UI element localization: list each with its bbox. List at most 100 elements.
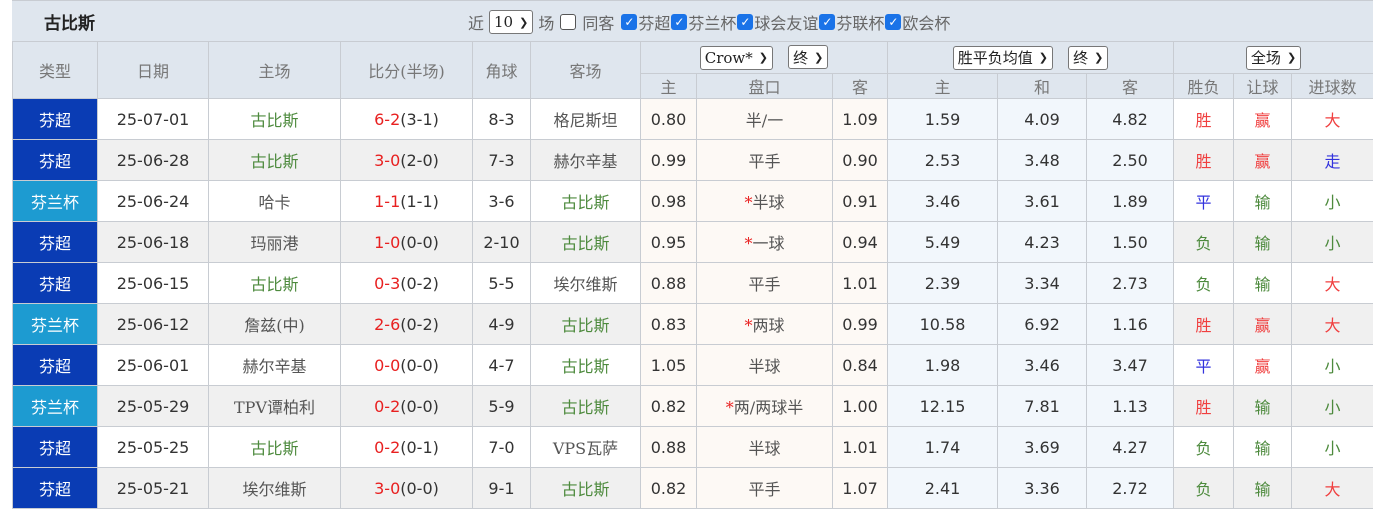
half-time-score: (0-0) bbox=[400, 396, 439, 416]
result-scope-value: 全场 bbox=[1250, 49, 1281, 67]
competition-checkbox[interactable]: ✓ bbox=[819, 14, 836, 30]
competition-type[interactable]: 芬超 bbox=[12, 467, 98, 509]
home-team[interactable]: 赫尔辛基 bbox=[208, 344, 341, 386]
match-date: 25-06-12 bbox=[97, 303, 209, 345]
full-time-score: 3-0 bbox=[374, 478, 401, 498]
score: 0-2(0-0) bbox=[340, 385, 473, 427]
away-team[interactable]: 古比斯 bbox=[530, 467, 641, 509]
crown-home-odds: 0.83 bbox=[640, 303, 697, 345]
home-team[interactable]: 古比斯 bbox=[208, 426, 341, 468]
full-time-score: 6-2 bbox=[374, 109, 401, 129]
competition-type[interactable]: 芬超 bbox=[12, 262, 98, 304]
competition-type[interactable]: 芬超 bbox=[12, 98, 98, 140]
table-row: 芬超 25-05-21 埃尔维斯 3-0(0-0) 9-1 古比斯 0.82 平手 1.07 2.… bbox=[12, 467, 1373, 509]
crown-period-select[interactable]: 终 ❯ bbox=[788, 45, 829, 70]
competition-type[interactable]: 芬兰杯 bbox=[12, 385, 98, 427]
euro-company-select[interactable]: 胜平负均值 ❯ bbox=[952, 45, 1053, 70]
home-team[interactable]: 埃尔维斯 bbox=[208, 467, 341, 509]
handicap-text: 两/两球半 bbox=[733, 398, 804, 417]
away-team[interactable]: 赫尔辛基 bbox=[530, 139, 641, 181]
handicap-text: 半球 bbox=[752, 193, 785, 212]
home-team[interactable]: 詹兹(中) bbox=[208, 303, 341, 345]
away-team[interactable]: 古比斯 bbox=[530, 385, 641, 427]
crown-away-odds: 0.94 bbox=[831, 221, 889, 263]
handicap-result: 输 bbox=[1233, 426, 1293, 468]
euro-home-odds: 2.39 bbox=[887, 262, 999, 304]
euro-period-select[interactable]: 终 ❯ bbox=[1068, 45, 1109, 70]
score: 3-0(2-0) bbox=[340, 139, 473, 181]
half-time-score: (0-2) bbox=[400, 273, 439, 293]
same-venue-checkbox[interactable] bbox=[560, 14, 577, 30]
euro-home-odds: 10.58 bbox=[887, 303, 999, 345]
away-team[interactable]: VPS瓦萨 bbox=[530, 426, 641, 468]
crown-home-odds: 1.05 bbox=[640, 344, 697, 386]
competition-checkbox[interactable]: ✓ bbox=[885, 14, 902, 30]
euro-draw-odds: 3.46 bbox=[997, 344, 1088, 386]
half-time-score: (2-0) bbox=[400, 150, 439, 170]
away-team[interactable]: 埃尔维斯 bbox=[530, 262, 641, 304]
home-team[interactable]: 古比斯 bbox=[208, 139, 341, 181]
score: 2-6(0-2) bbox=[340, 303, 473, 345]
recent-count-select[interactable]: 10 ❯ bbox=[489, 10, 534, 34]
handicap-result: 输 bbox=[1233, 262, 1293, 304]
crown-company-value: Crow* bbox=[704, 48, 753, 67]
check-icon: ✓ bbox=[888, 15, 899, 29]
competition-type[interactable]: 芬兰杯 bbox=[12, 180, 98, 222]
crown-home-odds: 0.80 bbox=[640, 98, 697, 140]
away-team[interactable]: 古比斯 bbox=[530, 221, 641, 263]
check-icon: ✓ bbox=[624, 15, 635, 29]
handicap-star-icon: * bbox=[725, 398, 734, 417]
home-team[interactable]: 古比斯 bbox=[208, 262, 341, 304]
half-time-score: (0-2) bbox=[400, 314, 439, 334]
home-team[interactable]: 古比斯 bbox=[208, 98, 341, 140]
handicap-line: *一球 bbox=[696, 221, 833, 263]
crown-away-odds: 1.07 bbox=[831, 467, 889, 509]
competition-type[interactable]: 芬超 bbox=[12, 344, 98, 386]
away-team[interactable]: 格尼斯坦 bbox=[530, 98, 641, 140]
table-row: 芬兰杯 25-06-24 哈卡 1-1(1-1) 3-6 古比斯 0.98 *半球 0.91 3.… bbox=[12, 180, 1373, 222]
crown-away-odds: 1.00 bbox=[831, 385, 889, 427]
corners: 7-0 bbox=[472, 426, 531, 468]
euro-away-odds: 1.13 bbox=[1086, 385, 1175, 427]
recent-suffix: 场 bbox=[538, 14, 555, 33]
competition-checkbox[interactable]: ✓ bbox=[671, 14, 688, 30]
competition-type[interactable]: 芬兰杯 bbox=[12, 303, 98, 345]
euro-away-odds: 2.73 bbox=[1086, 262, 1175, 304]
handicap-text: 半球 bbox=[748, 357, 781, 376]
half-time-score: (0-0) bbox=[400, 232, 439, 252]
away-team[interactable]: 古比斯 bbox=[530, 180, 641, 222]
competition-type[interactable]: 芬超 bbox=[12, 139, 98, 181]
euro-away-odds: 1.50 bbox=[1086, 221, 1175, 263]
competition-type[interactable]: 芬超 bbox=[12, 426, 98, 468]
match-result: 胜 bbox=[1173, 303, 1235, 345]
goals-result: 小 bbox=[1291, 180, 1373, 222]
match-date: 25-07-01 bbox=[97, 98, 209, 140]
result-scope-select[interactable]: 全场 ❯ bbox=[1245, 45, 1302, 70]
match-date: 25-06-24 bbox=[97, 180, 209, 222]
same-venue-label: 同客 bbox=[582, 14, 615, 33]
competition-checkbox[interactable]: ✓ bbox=[737, 14, 754, 30]
crown-odds-header: Crow* ❯ 终 ❯ bbox=[639, 41, 889, 74]
euro-draw-odds: 3.48 bbox=[997, 139, 1088, 181]
crown-company-select[interactable]: Crow* ❯ bbox=[699, 45, 773, 70]
handicap-line: 平手 bbox=[696, 262, 833, 304]
euro-draw-odds: 3.61 bbox=[997, 180, 1088, 222]
away-team[interactable]: 古比斯 bbox=[530, 303, 641, 345]
euro-home-odds: 1.98 bbox=[887, 344, 999, 386]
home-team[interactable]: 哈卡 bbox=[208, 180, 341, 222]
half-time-score: (0-0) bbox=[400, 355, 439, 375]
away-team[interactable]: 古比斯 bbox=[530, 344, 641, 386]
competition-type[interactable]: 芬超 bbox=[12, 221, 98, 263]
home-team[interactable]: TPV谭柏利 bbox=[208, 385, 341, 427]
handicap-result: 赢 bbox=[1233, 303, 1293, 345]
euro-draw-odds: 7.81 bbox=[997, 385, 1088, 427]
goals-result: 小 bbox=[1291, 385, 1373, 427]
euro-home-odds: 2.53 bbox=[887, 139, 999, 181]
euro-draw-odds: 3.34 bbox=[997, 262, 1088, 304]
score: 0-0(0-0) bbox=[340, 344, 473, 386]
home-team[interactable]: 玛丽港 bbox=[208, 221, 341, 263]
chevron-down-icon: ❯ bbox=[758, 51, 768, 65]
euro-draw-odds: 6.92 bbox=[997, 303, 1088, 345]
check-icon: ✓ bbox=[740, 15, 751, 29]
competition-checkbox[interactable]: ✓ bbox=[621, 14, 638, 30]
